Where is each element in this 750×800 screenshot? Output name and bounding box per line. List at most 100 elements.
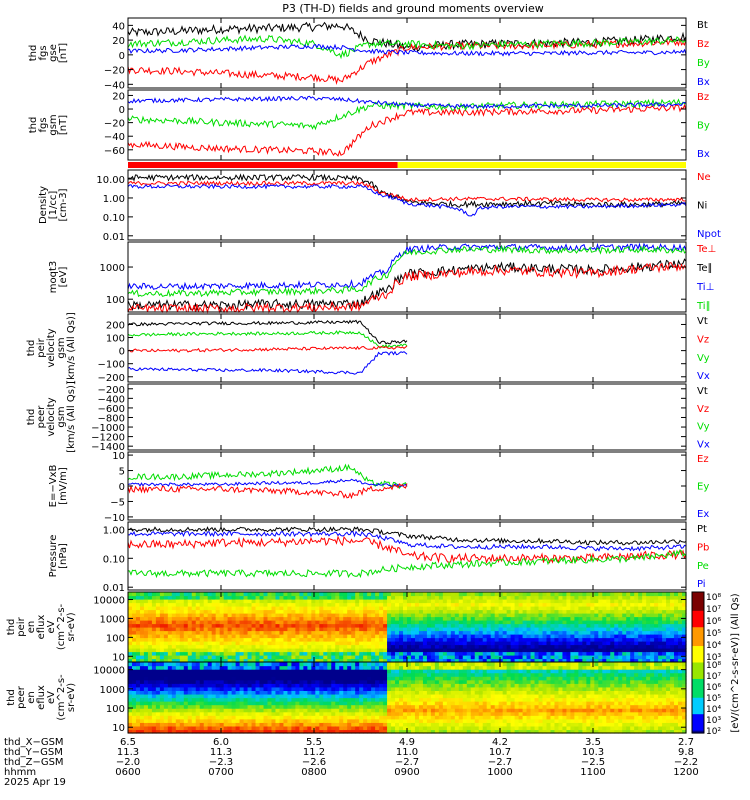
- spectrogram-cell: [566, 658, 572, 663]
- spectrogram-cell: [135, 599, 141, 604]
- spectrogram-cell: [434, 718, 440, 723]
- spectrogram-cell: [367, 599, 372, 604]
- spectrogram-cell: [271, 672, 277, 677]
- y-axis-label-line: peir: [36, 337, 47, 357]
- spectrogram-cell: [626, 637, 631, 642]
- spectrogram-cell: [279, 609, 285, 614]
- spectrogram-cell: [139, 718, 145, 723]
- spectrogram-cell: [530, 648, 536, 653]
- spectrogram-cell: [518, 623, 524, 628]
- series-Ti∥: [127, 245, 687, 298]
- spectrogram-cell: [139, 697, 145, 702]
- spectrogram-cell: [375, 729, 380, 734]
- spectrogram-cell: [351, 708, 356, 713]
- spectrogram-cell: [391, 655, 396, 660]
- spectrogram-cell: [179, 627, 185, 632]
- spectrogram-cell: [359, 725, 364, 731]
- spectrogram-cell: [291, 623, 296, 628]
- spectrogram-cell: [371, 606, 376, 611]
- spectrogram-cell: [646, 620, 651, 625]
- spectrogram-cell: [466, 669, 472, 674]
- spectrogram-cell: [410, 722, 416, 727]
- spectrogram-cell: [486, 641, 492, 646]
- spectrogram-cell: [399, 599, 404, 604]
- spectrogram-cell: [422, 606, 428, 611]
- spectrogram-cell: [666, 595, 671, 600]
- spectrogram-cell: [438, 627, 444, 632]
- spectrogram-cell: [139, 701, 145, 706]
- spectrogram-cell: [251, 616, 257, 621]
- spectrogram-cell: [239, 662, 245, 667]
- spectrogram-cell: [247, 592, 253, 597]
- spectrogram-cell: [267, 683, 273, 688]
- spectrogram-cell: [271, 690, 277, 695]
- spectrogram-cell: [383, 708, 388, 713]
- spectrogram-cell: [195, 662, 201, 667]
- spectrogram-cell: [490, 637, 496, 642]
- spectrogram-cell: [554, 658, 560, 663]
- spectrogram-cell: [227, 662, 233, 667]
- spectrogram-cell: [347, 665, 352, 670]
- spectrogram-cell: [207, 606, 213, 611]
- spectrogram-cell: [211, 595, 217, 600]
- spectrogram-cell: [131, 644, 137, 649]
- spectrogram-cell: [259, 686, 265, 691]
- spectrogram-cell: [622, 644, 627, 649]
- spectrogram-cell: [291, 637, 296, 642]
- spectrogram-cell: [518, 658, 524, 663]
- spectrogram-cell: [606, 599, 611, 604]
- spectrogram-cell: [434, 708, 440, 713]
- spectrogram-cell: [558, 641, 564, 646]
- spectrogram-cell: [171, 722, 177, 727]
- spectrogram-cell: [191, 655, 197, 660]
- spectrogram-cell: [610, 627, 615, 632]
- legend-Vt: Vt: [697, 316, 708, 327]
- spectrogram-cell: [510, 592, 516, 597]
- spectrogram-cell: [430, 676, 436, 681]
- spectrogram-cell: [243, 634, 249, 639]
- spectrogram-cell: [311, 718, 316, 723]
- spectrogram-cell: [430, 623, 436, 628]
- spectrogram-cell: [227, 693, 233, 699]
- spectrogram-cell: [163, 708, 169, 713]
- spectrogram-cell: [203, 637, 209, 642]
- spectrogram-cell: [195, 718, 201, 723]
- spectrogram-cell: [287, 683, 293, 688]
- series-Vt: [127, 319, 408, 345]
- spectrogram-cell: [482, 672, 488, 677]
- spectrogram-cell: [128, 708, 133, 713]
- spectrogram-cell: [135, 701, 141, 706]
- spectrogram-cell: [622, 592, 627, 597]
- spectrogram-cell: [466, 725, 472, 731]
- spectrogram-cell: [207, 592, 213, 597]
- spectrogram-cell: [379, 634, 384, 639]
- spectrogram-cell: [251, 655, 257, 660]
- spectrogram-cell: [139, 644, 145, 649]
- spectrogram-cell: [526, 651, 532, 656]
- spectrogram-cell: [243, 725, 249, 731]
- spectrogram-cell: [183, 679, 189, 684]
- spectrogram-cell: [315, 701, 320, 706]
- spectrogram-cell: [223, 644, 229, 649]
- spectrogram-cell: [263, 616, 269, 621]
- spectrogram-cell: [554, 602, 560, 607]
- spectrogram-cell: [466, 641, 472, 646]
- spectrogram-cell: [355, 729, 360, 734]
- spectrogram-cell: [650, 606, 655, 611]
- spectrogram-cell: [438, 722, 444, 727]
- spectrogram-cell: [442, 690, 448, 695]
- spectrogram-cell: [486, 683, 492, 688]
- spectrogram-cell: [335, 711, 340, 716]
- spectrogram-cell: [351, 690, 356, 695]
- spectrogram-cell: [303, 599, 308, 604]
- spectrogram-cell: [167, 662, 173, 667]
- spectrogram-cell: [391, 693, 396, 699]
- spectrogram-cell: [315, 683, 320, 688]
- spectrogram-cell: [371, 711, 376, 716]
- spectrogram-cell: [343, 722, 348, 727]
- spectrogram-cell: [231, 711, 237, 716]
- spectrogram-cell: [594, 592, 599, 597]
- spectrogram-cell: [239, 616, 245, 621]
- spectrogram-cell: [662, 606, 667, 611]
- y-axis-label-line: [nT]: [58, 115, 69, 135]
